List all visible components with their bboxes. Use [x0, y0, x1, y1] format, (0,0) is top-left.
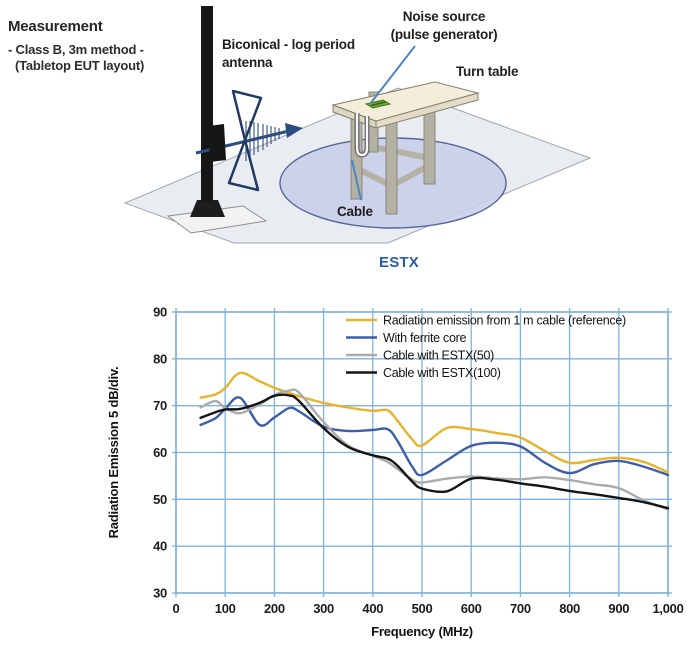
radiation-emission-chart: 0 100 200 300 400 500 600 700 800 900 1,000 30 40 50 6…	[106, 305, 684, 640]
y-tick-label: 80	[153, 351, 167, 366]
y-axis-label: Radiation Emission 5 dB/div.	[106, 367, 121, 539]
legend-label-1: With ferrite core	[383, 331, 466, 345]
x-tick-label: 200	[264, 601, 285, 616]
measurement-heading: Measurement	[8, 18, 103, 35]
series-line-0	[199, 371, 670, 474]
legend-label-3: Cable with ESTX(100)	[383, 366, 501, 380]
x-tick-label: 400	[362, 601, 383, 616]
chart-title: ESTX	[379, 254, 419, 271]
biconical-antenna	[227, 89, 263, 192]
x-tick-label: 800	[559, 601, 580, 616]
measurement-note: Measurement - Class B, 3m method - (Tabl…	[8, 18, 144, 73]
y-tick-label: 60	[153, 445, 167, 460]
cable-loop	[354, 113, 370, 158]
x-tick-label: 0	[173, 601, 180, 616]
series-line-2	[199, 388, 670, 511]
x-tick-label: 600	[461, 601, 482, 616]
legend-label-2: Cable with ESTX(50)	[383, 349, 494, 363]
x-tick-label: 1,000	[652, 601, 683, 616]
x-tick-label: 500	[412, 601, 433, 616]
noise-source-device	[364, 99, 392, 109]
antenna-clamp	[208, 124, 226, 162]
turn-table-label: Turn table	[456, 64, 519, 79]
measurement-setup-illustration	[123, 6, 592, 244]
x-tick-label: 900	[608, 601, 629, 616]
x-tick-label: 300	[313, 601, 334, 616]
measurement-note-line1: - Class B, 3m method -	[8, 42, 144, 57]
boom-arrowhead	[285, 123, 303, 138]
y-tick-label: 40	[153, 539, 167, 554]
measurement-note-line2: (Tabletop EUT layout)	[15, 58, 145, 73]
x-tick-label: 700	[510, 601, 531, 616]
noise-source-label: Noise source (pulse generator)	[390, 9, 498, 42]
series-line-1	[199, 396, 670, 477]
y-tick-label: 30	[153, 586, 167, 601]
series-line-3	[199, 393, 670, 510]
legend-label-0: Radiation emission from 1 m cable (refer…	[383, 314, 626, 328]
cable-label: Cable	[337, 204, 373, 219]
plot-border	[175, 311, 669, 594]
x-tick-label: 100	[215, 601, 236, 616]
y-tick-label: 90	[153, 305, 167, 320]
antenna-label: Biconical - log period antenna	[222, 37, 355, 70]
y-tick-label: 50	[153, 492, 167, 507]
x-axis-label: Frequency (MHz)	[371, 624, 473, 639]
noise-source-callout-line	[369, 45, 416, 105]
y-tick-label: 70	[153, 398, 167, 413]
cable-callout-line	[351, 159, 362, 201]
